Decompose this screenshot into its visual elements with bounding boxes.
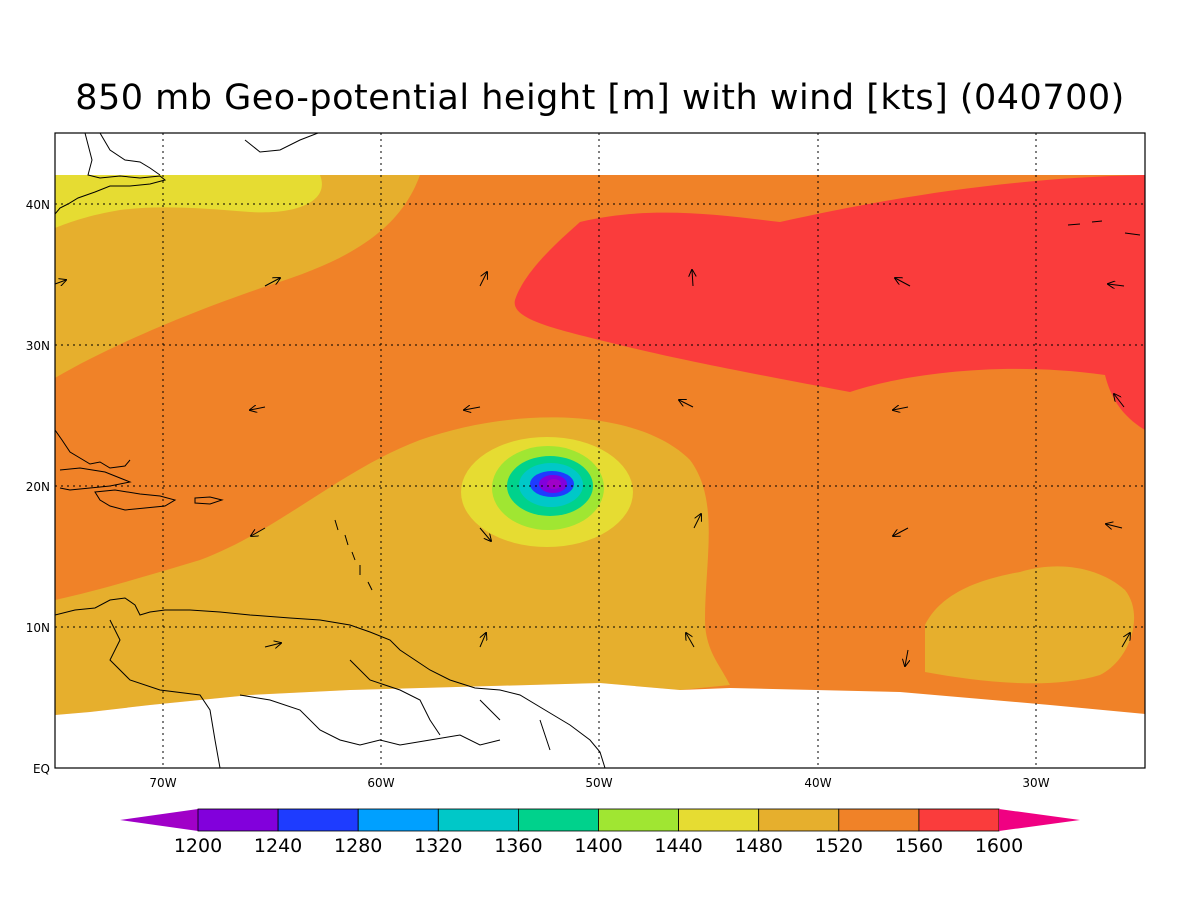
wind-arrow bbox=[893, 407, 909, 410]
colorbar-segment bbox=[918, 808, 1000, 832]
colorbar-segment bbox=[518, 808, 599, 832]
antilles bbox=[334, 519, 373, 591]
band-1440-1480-nw bbox=[55, 175, 322, 228]
lat-label: 40N bbox=[26, 198, 50, 212]
wind-arrow bbox=[1108, 284, 1125, 286]
wind-arrow bbox=[693, 514, 701, 529]
wind-arrow bbox=[686, 633, 695, 648]
new-england-coast bbox=[99, 133, 161, 176]
wind-arrow bbox=[264, 278, 280, 287]
lon-axis-labels: 70W 60W 50W 40W 30W bbox=[149, 776, 1049, 790]
colorbar-label: 1320 bbox=[414, 835, 462, 857]
lat-axis-labels: 40N 30N 20N 10N EQ bbox=[26, 198, 50, 776]
lon-label: 60W bbox=[367, 776, 394, 790]
colorbar-segment bbox=[277, 808, 359, 832]
band-1560-1600 bbox=[514, 175, 1145, 430]
missing-south bbox=[55, 683, 1145, 768]
band-1480-1520-se bbox=[925, 566, 1135, 684]
map-title: 850 mb Geo-potential height [m] with win… bbox=[75, 78, 1125, 118]
wind-arrow bbox=[1106, 524, 1123, 528]
lat-label: 20N bbox=[26, 480, 50, 494]
colorbar-label: 1280 bbox=[334, 835, 382, 857]
colorbar-segment bbox=[678, 808, 760, 832]
colorbar-segment bbox=[758, 808, 840, 832]
lat-label: EQ bbox=[33, 762, 50, 776]
wind-arrow bbox=[479, 633, 486, 648]
lon-label: 40W bbox=[804, 776, 831, 790]
wind-arrow bbox=[679, 400, 694, 408]
cuba bbox=[59, 467, 132, 491]
wind-arrow bbox=[264, 643, 281, 647]
lon-label: 70W bbox=[149, 776, 176, 790]
wind-arrow bbox=[464, 407, 481, 410]
colorbar-label: 1440 bbox=[654, 835, 702, 857]
colorbar-segment bbox=[437, 808, 519, 832]
colorbar-low-triangle bbox=[120, 809, 198, 831]
puerto-rico bbox=[194, 496, 224, 505]
hispaniola bbox=[94, 489, 177, 511]
colorbar-label: 1400 bbox=[574, 835, 622, 857]
nova-scotia bbox=[244, 133, 319, 153]
missing-north bbox=[55, 133, 1145, 175]
colorbar-segment bbox=[598, 808, 679, 832]
colorbar-label: 1480 bbox=[735, 835, 783, 857]
colorbar-label: 1200 bbox=[174, 835, 222, 857]
ring-1200 bbox=[547, 479, 561, 489]
lat-label: 30N bbox=[26, 339, 50, 353]
lon-label: 50W bbox=[585, 776, 612, 790]
colorbar-segment bbox=[197, 808, 279, 832]
wind-vectors bbox=[54, 270, 1130, 666]
colorbar-label: 1520 bbox=[815, 835, 863, 857]
colorbar-label: 1360 bbox=[494, 835, 542, 857]
wind-arrow bbox=[905, 649, 908, 666]
lat-label: 10N bbox=[26, 621, 50, 635]
inland-borders bbox=[109, 619, 551, 768]
wind-arrow bbox=[1121, 633, 1130, 648]
colorbar-label: 1560 bbox=[895, 835, 943, 857]
wind-arrow bbox=[479, 272, 487, 287]
graticule bbox=[55, 133, 1145, 768]
east-islands bbox=[1067, 220, 1141, 236]
wind-arrow bbox=[893, 527, 909, 536]
colorbar-high-triangle bbox=[999, 809, 1080, 831]
colorbar-segment bbox=[357, 808, 439, 832]
wind-arrow bbox=[54, 280, 66, 284]
colorbar: 1200 1240 1280 1320 1360 1400 1440 1480 1520 1560… bbox=[120, 808, 1080, 857]
colorbar-label: 1600 bbox=[975, 835, 1023, 857]
plot-frame bbox=[54, 132, 1146, 769]
wind-arrow bbox=[251, 527, 266, 536]
wind-arrow bbox=[250, 407, 266, 410]
coastlines bbox=[55, 133, 1141, 768]
wind-arrow bbox=[895, 278, 911, 287]
north-america-coast bbox=[55, 133, 167, 215]
south-america-coast bbox=[55, 597, 606, 768]
band-1480-1520-west bbox=[55, 175, 420, 378]
lon-label: 30W bbox=[1022, 776, 1049, 790]
wind-arrow bbox=[479, 527, 491, 541]
colorbar-segment bbox=[838, 808, 920, 832]
florida-coast bbox=[55, 429, 131, 469]
contour-field bbox=[55, 133, 1145, 768]
wind-arrow bbox=[1114, 394, 1125, 408]
wind-arrow bbox=[692, 270, 693, 287]
colorbar-label: 1240 bbox=[254, 835, 302, 857]
